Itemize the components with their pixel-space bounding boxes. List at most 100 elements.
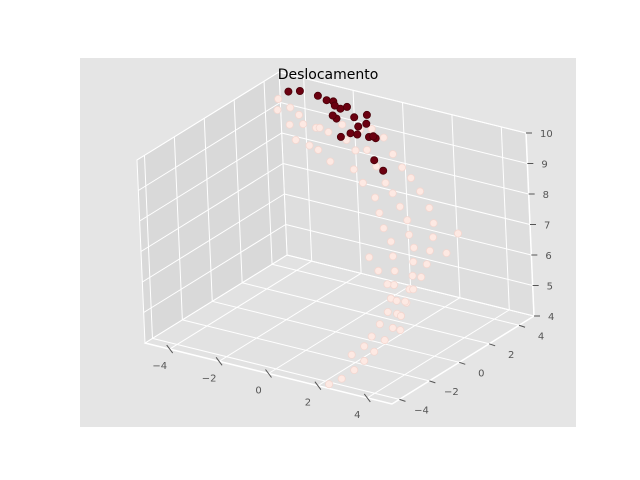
data-point-light bbox=[409, 257, 418, 266]
data-point-dark bbox=[353, 130, 362, 139]
data-point-light bbox=[274, 95, 283, 104]
y-tick-mark bbox=[459, 361, 466, 365]
data-point-dark bbox=[328, 111, 337, 120]
data-point-light bbox=[315, 123, 324, 132]
data-point-light bbox=[388, 189, 397, 198]
data-point-light bbox=[305, 141, 314, 150]
grid-line-x-floor bbox=[169, 260, 312, 350]
data-point-light bbox=[337, 374, 346, 383]
data-point-light bbox=[416, 187, 425, 196]
x-tick-mark bbox=[363, 393, 371, 403]
data-point-light bbox=[365, 253, 374, 262]
grid-line-z-side bbox=[140, 163, 284, 252]
data-point-light bbox=[425, 203, 434, 212]
y-tick-mark bbox=[429, 380, 436, 384]
data-point-dark bbox=[370, 156, 379, 165]
data-point-dark bbox=[362, 119, 371, 128]
data-point-light bbox=[380, 336, 389, 345]
data-point-light bbox=[397, 163, 406, 172]
grid-lines bbox=[136, 71, 535, 400]
z-tick-label: 10 bbox=[540, 129, 553, 140]
data-point-light bbox=[374, 266, 383, 275]
data-point-light bbox=[358, 178, 367, 187]
data-point-light bbox=[349, 165, 358, 174]
data-point-dark bbox=[350, 113, 359, 122]
data-point-dark bbox=[330, 101, 339, 110]
data-point-light bbox=[360, 342, 369, 351]
data-point-light bbox=[428, 233, 437, 242]
data-point-light bbox=[417, 273, 426, 282]
data-point-light bbox=[367, 125, 376, 134]
data-point-light bbox=[383, 280, 392, 289]
data-point-light bbox=[299, 120, 308, 129]
x-tick-mark bbox=[265, 369, 272, 378]
data-point-light bbox=[386, 237, 395, 246]
data-point-light bbox=[273, 106, 282, 115]
data-point-light bbox=[351, 146, 360, 155]
grid-line-z-side bbox=[139, 132, 282, 222]
data-point-light bbox=[409, 285, 418, 294]
data-point-light bbox=[381, 178, 390, 187]
data-point-dark bbox=[295, 87, 304, 96]
data-point-light bbox=[291, 135, 300, 144]
y-tick-label: −2 bbox=[444, 387, 459, 398]
x-tick-mark bbox=[166, 344, 174, 354]
data-point-light bbox=[388, 323, 397, 332]
grid-line-z-back bbox=[278, 71, 527, 134]
grid-line-y-floor bbox=[182, 319, 430, 382]
data-point-light bbox=[371, 193, 380, 202]
data-point-light bbox=[422, 260, 431, 269]
x-tick-label: −4 bbox=[152, 361, 167, 372]
data-point-light bbox=[375, 320, 384, 329]
data-point-light bbox=[396, 326, 405, 335]
data-point-dark bbox=[322, 96, 331, 105]
data-point-dark bbox=[362, 110, 371, 119]
grid-line-z-back bbox=[285, 224, 533, 286]
y-tick-label: −4 bbox=[414, 405, 429, 416]
data-point-light bbox=[347, 350, 356, 359]
y-tick-mark bbox=[399, 398, 406, 402]
grid-line-z-side bbox=[144, 254, 288, 344]
data-point-light bbox=[388, 252, 397, 261]
data-point-light bbox=[325, 380, 334, 389]
x-tick-label: −2 bbox=[202, 373, 217, 384]
z-tick-label: 8 bbox=[543, 190, 549, 201]
data-point-light bbox=[286, 103, 295, 112]
y-tick-label: 2 bbox=[508, 350, 514, 361]
data-point-light bbox=[362, 145, 371, 154]
data-point-light bbox=[294, 110, 303, 119]
data-point-light bbox=[388, 150, 397, 159]
data-point-light bbox=[379, 133, 388, 142]
data-points bbox=[273, 87, 462, 389]
data-point-light bbox=[350, 366, 359, 375]
grid-line-z-side bbox=[136, 71, 280, 161]
data-point-dark bbox=[313, 91, 322, 100]
grid-line-z-side bbox=[138, 102, 281, 191]
data-point-light bbox=[379, 224, 388, 233]
data-point-dark bbox=[342, 102, 351, 111]
data-point-dark bbox=[369, 132, 378, 141]
x-tick-label: 4 bbox=[354, 410, 360, 421]
y-tick-label: 4 bbox=[538, 331, 544, 342]
data-point-light bbox=[326, 157, 335, 166]
data-point-light bbox=[425, 246, 434, 255]
data-point-light bbox=[285, 120, 294, 129]
data-point-dark bbox=[379, 166, 388, 175]
y-tick-mark bbox=[488, 343, 496, 347]
x-tick-mark bbox=[314, 381, 322, 391]
data-point-light bbox=[324, 128, 333, 137]
grid-line-z-back bbox=[282, 163, 531, 225]
data-point-light bbox=[392, 296, 401, 305]
grid-line-z-side bbox=[143, 224, 286, 313]
chart-title: Deslocamento bbox=[278, 67, 379, 83]
data-point-dark bbox=[346, 129, 355, 138]
data-point-light bbox=[390, 266, 399, 275]
x-tick-label: 0 bbox=[255, 386, 261, 397]
data-point-light bbox=[406, 173, 415, 182]
grid-line-z-back bbox=[284, 193, 532, 256]
data-point-light bbox=[389, 280, 398, 289]
data-point-light bbox=[453, 229, 462, 238]
z-tick-label: 9 bbox=[541, 160, 547, 171]
data-point-light bbox=[375, 208, 384, 217]
